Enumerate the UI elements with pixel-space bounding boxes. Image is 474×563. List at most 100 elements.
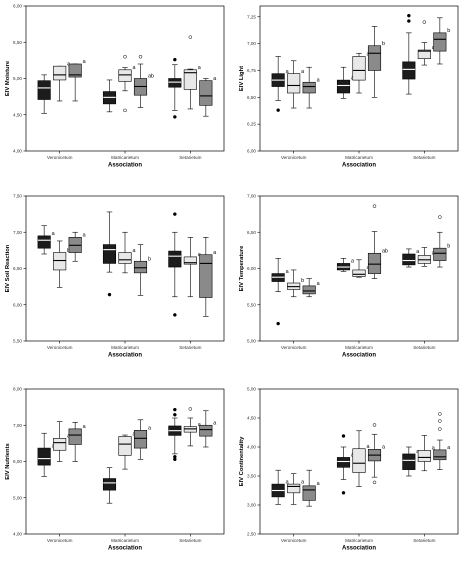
outlier-point [407,19,411,23]
significance-letter: a [351,259,354,265]
box-iqr [53,437,67,451]
box-iqr [336,79,351,94]
significance-letter: a [301,69,304,75]
outlier-point [173,407,177,412]
x-axis-label: Association [108,353,142,359]
x-category-label: Veronicetum [281,345,307,350]
outlier-point [422,20,427,24]
box-iqr [417,49,431,59]
outlier-point [107,292,112,297]
outlier-point [438,215,442,219]
outlier-point [438,427,442,431]
box-iqr [352,56,366,81]
significance-letter: a [67,61,70,67]
y-axis-label: EIV Continentality [239,436,245,486]
y-tick-label: 6,00 [247,149,256,154]
significance-letter: a [286,479,289,485]
significance-letter: a [198,252,201,258]
box-iqr [433,32,447,52]
box-iqr [199,254,213,298]
y-tick-label: 6,50 [247,230,256,235]
outlier-point [138,55,143,59]
y-tick-label: 4,00 [13,149,22,154]
x-category-label: Veronicetum [47,155,73,160]
boxplot-panel-3: 5,50 6,00 6,50 7,00 7,50 EIV Soil Reaction Ass… [5,194,225,359]
y-axis-label: EIV Soil Reaction [5,244,11,292]
y-tick-label: 6,50 [247,95,256,100]
significance-letter: a [301,479,304,485]
outlier-point [276,321,280,326]
box-iqr [168,250,182,268]
box-iqr [118,436,132,456]
boxplot-panel-6: 2,50 3,00 3,50 4,00 4,50 5,00 EIV Continentali… [239,387,459,552]
x-axis-label: Association [342,546,376,552]
significance-letter: a [213,420,216,426]
significance-letter: a [83,233,86,239]
y-axis-label: EIV Moisture [5,60,11,96]
box-iqr [102,244,117,264]
y-tick-label: 5,50 [247,302,256,307]
y-tick-label: 6,25 [247,122,256,127]
x-category-label: Setarietum [413,345,435,350]
outlier-point [173,212,177,216]
significance-letter: a [447,445,450,451]
y-tick-label: 4,50 [247,416,256,421]
y-tick-label: 4,00 [13,532,22,537]
significance-letter: a [286,69,289,75]
x-category-label: Setarietum [179,538,201,543]
box-iqr [37,447,51,466]
box-iqr [37,235,51,249]
x-category-label: Matricarietum [345,345,373,350]
x-category-label: Matricarietum [111,345,139,350]
outlier-point [407,13,411,18]
significance-letter: a [382,445,385,451]
box-iqr [367,45,382,71]
y-tick-label: 5,00 [13,76,22,81]
significance-letter: a [416,449,419,455]
y-axis-label: EIV Temperature [239,245,245,291]
y-tick-label: 8,00 [13,387,22,392]
y-tick-label: 6,00 [13,302,22,307]
x-axis-label: Association [342,353,376,359]
x-category-label: Matricarietum [111,538,139,543]
box-iqr [367,252,382,274]
outlier-point [173,115,177,119]
box-iqr [433,247,447,261]
significance-letter: a [317,281,320,287]
outlier-point [372,204,377,208]
y-tick-label: 3,00 [247,503,256,508]
box-iqr [183,69,197,90]
box-iqr [118,252,132,264]
significance-letter: a [317,77,320,83]
outlier-point [372,423,377,427]
box-iqr [183,256,197,265]
significance-letter: a [132,248,135,254]
box-iqr [402,453,416,470]
significance-letter: a [148,426,151,432]
significance-letter: a [83,424,86,430]
y-tick-label: 5,50 [13,339,22,344]
significance-letter: a [416,249,419,255]
outlier-point [188,35,193,39]
significance-letter: b [148,256,151,262]
significance-letter: a [213,250,216,256]
box-iqr [302,285,316,295]
box-iqr [118,69,132,82]
outlier-point [123,55,127,59]
significance-letter: b [447,28,450,34]
significance-letter: a [366,444,369,450]
x-category-label: Matricarietum [345,155,373,160]
y-tick-label: 5,50 [13,40,22,45]
box-iqr [168,78,182,88]
y-tick-label: 4,50 [13,112,22,117]
box-iqr [133,430,148,449]
y-tick-label: 7,00 [13,423,22,428]
box-iqr [302,485,316,501]
significance-letter: a [317,481,320,487]
significance-letter: a [198,65,201,71]
box-iqr [402,61,416,80]
x-category-label: Matricarietum [345,538,373,543]
significance-letter: a [52,231,55,237]
x-category-label: Veronicetum [47,538,73,543]
significance-letter: ab [382,248,388,254]
